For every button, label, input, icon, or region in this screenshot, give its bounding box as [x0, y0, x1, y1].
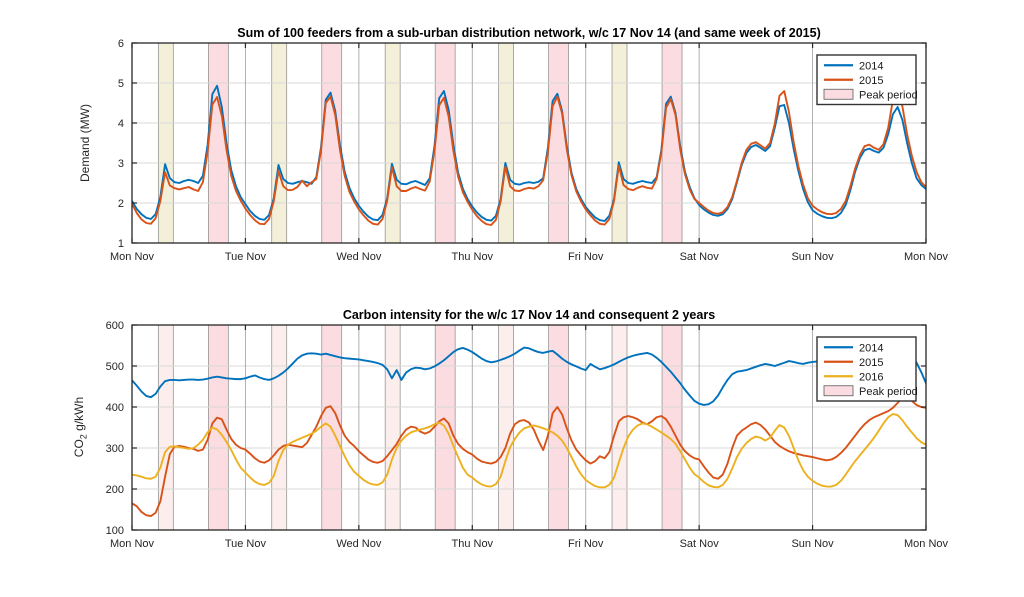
carbon-tick-labels: Mon Nov Tue Nov Wed Nov Thu Nov Fri Nov Sat N…	[106, 320, 949, 550]
carbon-x-tick-label: Wed Nov	[336, 538, 382, 550]
carbon-morning-band	[384, 324, 401, 531]
carbon-y-tick-label: 200	[106, 484, 124, 496]
demand-morning-band	[384, 42, 401, 244]
carbon-line-2015	[132, 395, 926, 518]
demand-morning-band	[498, 42, 514, 244]
demand-x-tick-label: Mon Nov	[904, 251, 949, 263]
demand-plot: Mon Nov Tue Nov Wed Nov Thu Nov Fri Nov Sat N…	[110, 38, 949, 263]
carbon-y-tick-label: 100	[106, 525, 124, 537]
demand-x-tick-label: Wed Nov	[336, 251, 382, 263]
carbon-plot: Mon Nov Tue Nov Wed Nov Thu Nov Fri Nov Sat N…	[106, 320, 949, 550]
demand-series	[132, 84, 926, 226]
carbon-y-tick-label: 400	[106, 402, 124, 414]
demand-legend-swatch-peak-period	[823, 88, 854, 100]
demand-legend-label: 2014	[859, 60, 883, 72]
demand-line-2014	[132, 84, 926, 222]
demand-x-tick-label: Fri Nov	[568, 251, 604, 263]
carbon-line-2014	[132, 346, 926, 406]
demand-morning-band	[611, 42, 628, 244]
carbon-legend-label: 2015	[859, 357, 883, 369]
demand-x-tick-label: Thu Nov	[451, 251, 493, 263]
carbon-legend: 2014 2015 2016 Peak period	[816, 336, 918, 402]
demand-x-tick-label: Sun Nov	[791, 251, 834, 263]
demand-legend-label: 2015	[859, 75, 883, 87]
carbon-axes	[131, 324, 927, 531]
demand-legend: 2014 2015 Peak period	[816, 54, 918, 106]
carbon-line-2016	[132, 413, 926, 489]
demand-legend-label: Peak period	[859, 89, 918, 101]
carbon-x-tick-label: Fri Nov	[568, 538, 604, 550]
demand-axes	[131, 42, 927, 244]
carbon-x-tick-label: Tue Nov	[225, 538, 267, 550]
demand-morning-band	[271, 42, 288, 244]
carbon-x-tick-label: Mon Nov	[110, 538, 155, 550]
demand-x-tick-label: Sat Nov	[680, 251, 720, 263]
demand-morning-band	[157, 42, 174, 244]
carbon-legend-label: 2014	[859, 342, 883, 354]
carbon-x-tick-label: Sat Nov	[680, 538, 720, 550]
demand-chart-title: Sum of 100 feeders from a sub-urban dist…	[237, 26, 821, 40]
demand-tick-labels: Mon Nov Tue Nov Wed Nov Thu Nov Fri Nov Sat N…	[110, 38, 949, 263]
demand-y-tick-label: 5	[118, 78, 124, 90]
demand-x-tick-label: Tue Nov	[225, 251, 267, 263]
demand-y-tick-label: 1	[118, 238, 124, 250]
carbon-y-tick-label: 500	[106, 361, 124, 373]
carbon-morning-band	[611, 324, 628, 531]
carbon-bands	[157, 324, 683, 531]
demand-x-tick-label: Mon Nov	[110, 251, 155, 263]
carbon-legend-label: 2016	[859, 371, 883, 383]
carbon-legend-swatch-peak-period	[823, 385, 854, 397]
carbon-chart-title: Carbon intensity for the w/c 17 Nov 14 a…	[342, 308, 716, 322]
carbon-x-tick-label: Mon Nov	[904, 538, 949, 550]
demand-y-tick-label: 6	[118, 38, 124, 50]
carbon-x-tick-label: Sun Nov	[791, 538, 834, 550]
demand-y-tick-label: 2	[118, 198, 124, 210]
carbon-y-tick-label: 600	[106, 320, 124, 332]
carbon-morning-band	[271, 324, 288, 531]
carbon-x-tick-label: Thu Nov	[451, 538, 493, 550]
carbon-legend-label: Peak period	[859, 386, 918, 398]
demand-y-tick-label: 3	[118, 158, 124, 170]
carbon-y-tick-label: 300	[106, 443, 124, 455]
demand-bands	[157, 42, 683, 244]
demand-y-tick-label: 4	[118, 118, 124, 130]
demand-line-2015	[132, 90, 926, 226]
carbon-series	[132, 346, 926, 518]
